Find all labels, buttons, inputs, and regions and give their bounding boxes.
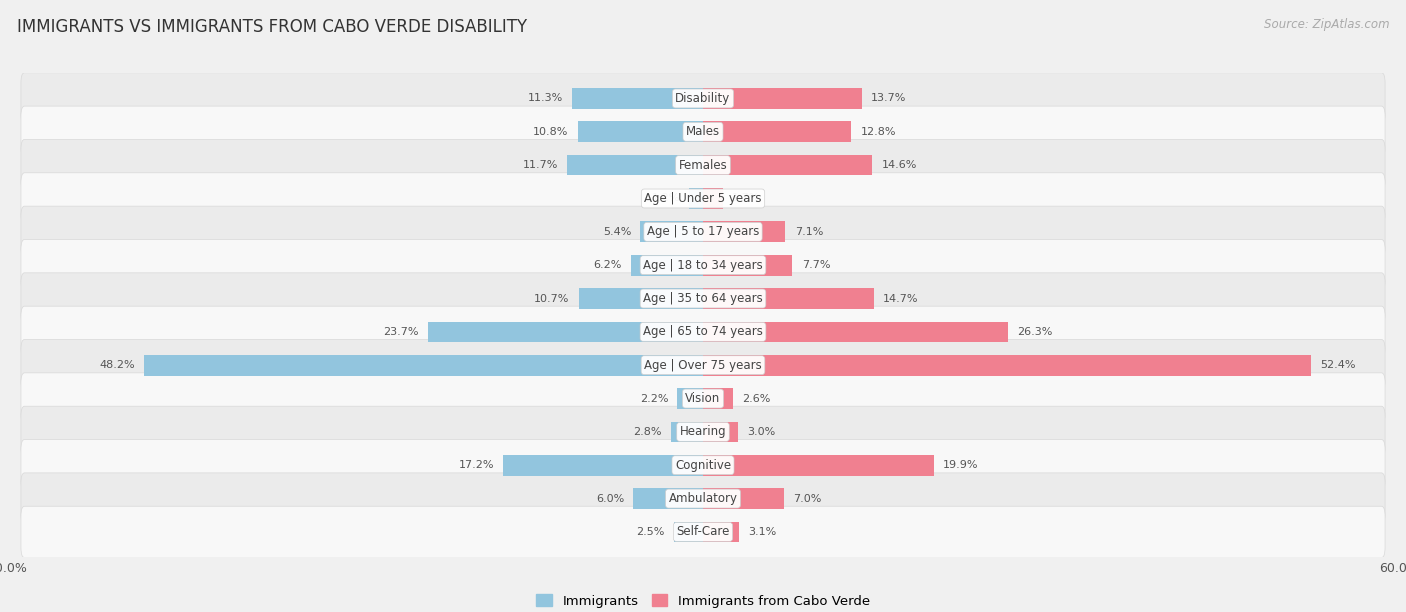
Text: 2.2%: 2.2% (640, 394, 668, 403)
Text: 2.8%: 2.8% (633, 427, 661, 437)
Text: Males: Males (686, 125, 720, 138)
Text: 7.0%: 7.0% (793, 493, 823, 504)
Text: 19.9%: 19.9% (943, 460, 979, 470)
Bar (578, 121, 703, 142)
Text: Age | 65 to 74 years: Age | 65 to 74 years (643, 326, 763, 338)
Text: Self-Care: Self-Care (676, 526, 730, 539)
Text: 7.7%: 7.7% (801, 260, 830, 270)
Bar (671, 422, 703, 442)
Text: Disability: Disability (675, 92, 731, 105)
Text: Vision: Vision (685, 392, 721, 405)
Text: 13.7%: 13.7% (872, 94, 907, 103)
FancyBboxPatch shape (21, 373, 1385, 424)
Bar (631, 255, 703, 275)
Text: 6.0%: 6.0% (596, 493, 624, 504)
Text: 3.1%: 3.1% (748, 527, 776, 537)
Bar (703, 288, 873, 309)
Text: Age | Over 75 years: Age | Over 75 years (644, 359, 762, 371)
Text: Age | Under 5 years: Age | Under 5 years (644, 192, 762, 205)
Bar (689, 188, 703, 209)
Bar (633, 488, 703, 509)
Text: 11.7%: 11.7% (523, 160, 558, 170)
Text: 2.5%: 2.5% (637, 527, 665, 537)
Text: IMMIGRANTS VS IMMIGRANTS FROM CABO VERDE DISABILITY: IMMIGRANTS VS IMMIGRANTS FROM CABO VERDE… (17, 18, 527, 36)
FancyBboxPatch shape (21, 439, 1385, 491)
FancyBboxPatch shape (21, 239, 1385, 291)
Text: 3.0%: 3.0% (747, 427, 775, 437)
Text: 10.8%: 10.8% (533, 127, 568, 137)
Text: Age | 35 to 64 years: Age | 35 to 64 years (643, 292, 763, 305)
Bar (703, 388, 733, 409)
Bar (703, 188, 723, 209)
Text: 5.4%: 5.4% (603, 227, 631, 237)
FancyBboxPatch shape (21, 406, 1385, 458)
Bar (703, 355, 1310, 376)
FancyBboxPatch shape (21, 506, 1385, 558)
Bar (143, 355, 703, 376)
Text: 1.2%: 1.2% (651, 193, 681, 203)
Bar (572, 88, 703, 109)
Bar (703, 88, 862, 109)
Text: Age | 18 to 34 years: Age | 18 to 34 years (643, 259, 763, 272)
Bar (678, 388, 703, 409)
FancyBboxPatch shape (21, 473, 1385, 524)
Text: 14.6%: 14.6% (882, 160, 917, 170)
Text: 52.4%: 52.4% (1320, 360, 1355, 370)
Bar (703, 222, 786, 242)
Text: 12.8%: 12.8% (860, 127, 896, 137)
FancyBboxPatch shape (21, 73, 1385, 124)
Text: 17.2%: 17.2% (458, 460, 495, 470)
Text: 10.7%: 10.7% (534, 294, 569, 304)
Text: 14.7%: 14.7% (883, 294, 918, 304)
Text: Hearing: Hearing (679, 425, 727, 438)
Text: 2.6%: 2.6% (742, 394, 770, 403)
Legend: Immigrants, Immigrants from Cabo Verde: Immigrants, Immigrants from Cabo Verde (530, 589, 876, 612)
Bar (703, 155, 872, 176)
Text: Source: ZipAtlas.com: Source: ZipAtlas.com (1264, 18, 1389, 31)
Text: Cognitive: Cognitive (675, 459, 731, 472)
Bar (673, 521, 703, 542)
FancyBboxPatch shape (21, 340, 1385, 391)
FancyBboxPatch shape (21, 173, 1385, 224)
Text: 6.2%: 6.2% (593, 260, 621, 270)
Bar (640, 222, 703, 242)
FancyBboxPatch shape (21, 106, 1385, 157)
Bar (703, 521, 740, 542)
Text: 11.3%: 11.3% (527, 94, 562, 103)
Bar (427, 321, 703, 342)
FancyBboxPatch shape (21, 140, 1385, 191)
Text: 7.1%: 7.1% (794, 227, 823, 237)
Text: Females: Females (679, 159, 727, 171)
Text: 48.2%: 48.2% (98, 360, 135, 370)
Bar (703, 121, 852, 142)
FancyBboxPatch shape (21, 206, 1385, 258)
Text: Ambulatory: Ambulatory (668, 492, 738, 505)
Bar (503, 455, 703, 476)
FancyBboxPatch shape (21, 273, 1385, 324)
Text: 23.7%: 23.7% (384, 327, 419, 337)
Bar (703, 321, 1008, 342)
Text: 26.3%: 26.3% (1018, 327, 1053, 337)
Text: 1.7%: 1.7% (733, 193, 761, 203)
Bar (703, 488, 785, 509)
Bar (703, 455, 934, 476)
Bar (579, 288, 703, 309)
Bar (567, 155, 703, 176)
Bar (703, 255, 793, 275)
Text: Age | 5 to 17 years: Age | 5 to 17 years (647, 225, 759, 238)
Bar (703, 422, 738, 442)
FancyBboxPatch shape (21, 306, 1385, 357)
